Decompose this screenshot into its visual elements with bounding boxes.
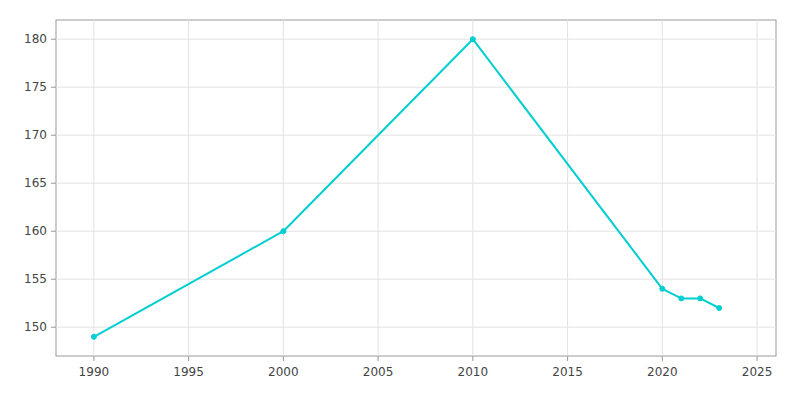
x-tick-label: 2010 — [458, 365, 489, 379]
x-tick — [93, 356, 94, 361]
data-line — [94, 39, 719, 337]
data-point — [698, 296, 703, 301]
y-grid-line — [56, 87, 776, 88]
x-grid-line — [567, 20, 568, 356]
x-tick-label: 2025 — [742, 365, 773, 379]
y-tick-label: 165 — [24, 176, 47, 190]
x-tick-label: 1995 — [173, 365, 204, 379]
x-tick-label: 1990 — [79, 365, 110, 379]
data-point — [660, 286, 665, 291]
y-tick — [51, 327, 56, 328]
x-grid-line — [378, 20, 379, 356]
x-tick — [188, 356, 189, 361]
y-tick-label: 155 — [24, 272, 47, 286]
data-layer — [91, 37, 721, 340]
y-grid-line — [56, 231, 776, 232]
y-tick — [51, 279, 56, 280]
y-tick — [51, 183, 56, 184]
y-grid-line — [56, 183, 776, 184]
x-grid-line — [93, 20, 94, 356]
y-tick-label: 180 — [24, 32, 47, 46]
x-tick — [567, 356, 568, 361]
x-tick — [757, 356, 758, 361]
data-point — [717, 306, 722, 311]
x-tick — [472, 356, 473, 361]
grid — [56, 20, 776, 356]
y-tick-label: 150 — [24, 320, 47, 334]
y-tick-label: 170 — [24, 128, 47, 142]
x-grid-line — [662, 20, 663, 356]
y-tick — [51, 87, 56, 88]
x-tick — [662, 356, 663, 361]
plot-frame — [56, 20, 776, 356]
x-grid-line — [757, 20, 758, 356]
data-point — [91, 334, 96, 339]
x-tick — [283, 356, 284, 361]
chart-svg: 150 155 160 165 170 175 180 1990 1995 2000 2005 201… — [0, 0, 800, 400]
y-tick — [51, 231, 56, 232]
data-point — [470, 37, 475, 42]
x-grid-line — [283, 20, 284, 356]
x-tick-label: 2005 — [363, 365, 394, 379]
x-tick-label: 2000 — [268, 365, 299, 379]
x-tick-label: 2015 — [552, 365, 583, 379]
axes: 150 155 160 165 170 175 180 1990 1995 2000 2005 201… — [24, 32, 772, 379]
x-grid-line — [472, 20, 473, 356]
data-point — [281, 229, 286, 234]
y-tick-label: 175 — [24, 80, 47, 94]
y-tick — [51, 135, 56, 136]
data-point — [679, 296, 684, 301]
x-tick — [378, 356, 379, 361]
y-grid-line — [56, 327, 776, 328]
y-tick-label: 160 — [24, 224, 47, 238]
y-grid-line — [56, 39, 776, 40]
y-grid-line — [56, 279, 776, 280]
y-tick — [51, 39, 56, 40]
x-grid-line — [188, 20, 189, 356]
y-grid-line — [56, 135, 776, 136]
chart-container: 150 155 160 165 170 175 180 1990 1995 2000 2005 201… — [0, 0, 800, 400]
x-tick-label: 2020 — [647, 365, 678, 379]
